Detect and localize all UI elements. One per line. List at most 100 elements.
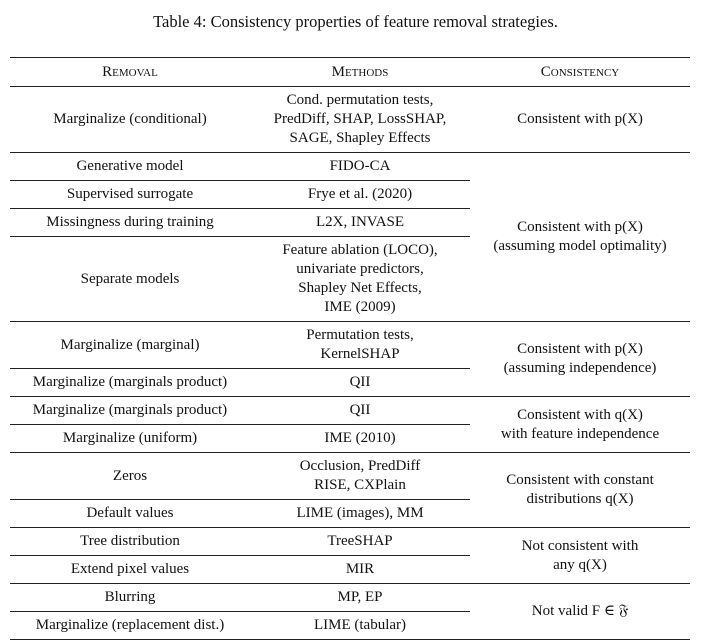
cell-line: KernelSHAP	[320, 346, 400, 362]
cell-line: Marginalize (marginals product)	[32, 402, 228, 418]
consistency-cell: Consistent with p(X)	[470, 86, 690, 153]
cell-line: Consistent with p(X)	[517, 219, 643, 235]
cell-line: IME (2009)	[324, 299, 396, 315]
cell-line: QII	[349, 374, 371, 390]
cell-line: Marginalize (marginal)	[60, 336, 200, 353]
methods-cell: Frye et al. (2020)	[250, 180, 470, 209]
cell-line: Supervised surrogate	[66, 186, 194, 202]
cell-line: SAGE, Shapley Effects	[289, 130, 431, 146]
cell-line: RISE, CXPlain	[314, 477, 406, 493]
cell-line: Zeros	[112, 467, 148, 484]
cell-line: MP, EP	[337, 589, 383, 605]
cell-line: Feature ablation (LOCO),	[282, 242, 438, 258]
column-header: Removal	[10, 57, 250, 87]
methods-cell: MIR	[250, 555, 470, 584]
cell-line: MIR	[345, 561, 375, 577]
cell-line: distributions q(X)	[526, 491, 634, 507]
cell-line: Consistent with p(X)	[517, 341, 643, 357]
removal-cell: Marginalize (marginals product)	[10, 396, 250, 425]
cell-line: Permutation tests,	[306, 327, 414, 343]
removal-cell: Tree distribution	[10, 527, 250, 556]
column-header: Consistency	[470, 57, 690, 87]
methods-cell: Feature ablation (LOCO), univariate predi…	[250, 236, 470, 322]
column-header: Methods	[250, 57, 470, 87]
table: Removal Methods Consistency Marginalize …	[10, 57, 690, 640]
cell-line: Consistent with constant	[506, 472, 654, 488]
table-row: Separate models Feature ablation (LOCO), u…	[10, 236, 690, 322]
table-row: Marginalize (marginals product) QII Consis…	[10, 396, 690, 453]
methods-cell: TreeSHAP	[250, 527, 470, 556]
table-row: Supervised surrogate Frye et al. (2020)	[10, 180, 690, 209]
cell-line: Cond. permutation tests,	[286, 92, 434, 108]
cell-line: Marginalize (replacement dist.)	[35, 617, 225, 633]
cell-line: Blurring	[104, 589, 156, 605]
removal-cell: Supervised surrogate	[10, 180, 250, 209]
cell-line: Consistent with p(X)	[517, 111, 643, 127]
table-row: Tree distribution TreeSHAP Not consistent …	[10, 527, 690, 584]
methods-cell: L2X, INVASE	[250, 208, 470, 237]
methods-cell: Permutation tests, KernelSHAP	[250, 321, 470, 369]
removal-cell: Marginalize (marginal)	[10, 321, 250, 369]
cell-line: Consistent with q(X)	[517, 406, 643, 423]
cell-line: LIME (tabular)	[313, 617, 407, 633]
table-row: Marginalize (marginal) Permutation tests,…	[10, 321, 690, 397]
methods-cell: MP, EP	[250, 583, 470, 612]
cell-line: Occlusion, PredDiff	[299, 458, 421, 474]
removal-cell: Missingness during training	[10, 208, 250, 237]
cell-line: L2X, INVASE	[315, 214, 405, 230]
removal-cell: Zeros	[10, 452, 250, 500]
methods-cell: QII	[250, 368, 470, 397]
cell-line: IME (2010)	[324, 430, 396, 446]
cell-line: PredDiff, SHAP, LossSHAP,	[273, 111, 447, 127]
methods-cell: Occlusion, PredDiff RISE, CXPlain	[250, 452, 470, 500]
cell-line: Generative model	[76, 158, 184, 174]
cell-line: Marginalize (conditional)	[53, 111, 207, 127]
cell-line: Separate models	[80, 270, 180, 287]
table-row: Marginalize (replacement dist.) LIME (tab…	[10, 611, 690, 640]
cell-line: Not consistent with	[521, 537, 639, 554]
consistency-cell: Consistent with constant distributions q(…	[470, 452, 690, 528]
cell-line: Not valid F ∈ 𝔉	[531, 603, 629, 619]
table-row: Marginalize (conditional) Cond. permutati…	[10, 86, 690, 153]
methods-cell: IME (2010)	[250, 424, 470, 453]
cell-line: Extend pixel values	[70, 561, 190, 577]
cell-line: Marginalize (uniform)	[62, 430, 198, 446]
consistency-cell: Not consistent with any q(X)	[470, 527, 690, 584]
removal-cell: Marginalize (replacement dist.)	[10, 611, 250, 640]
table-row: Marginalize (marginals product) QII	[10, 368, 690, 397]
consistency-cell: Consistent with p(X) (assuming independen…	[470, 321, 690, 397]
removal-cell: Marginalize (conditional)	[10, 86, 250, 153]
methods-cell: LIME (images), MM	[250, 499, 470, 528]
cell-line: any q(X)	[553, 556, 607, 573]
consistency-cell: Not valid F ∈ 𝔉	[470, 583, 690, 640]
table-row: Marginalize (uniform) IME (2010)	[10, 424, 690, 453]
table-row: Missingness during training L2X, INVASE	[10, 208, 690, 237]
consistency-cell: Consistent with p(X) (assuming model opti…	[470, 152, 690, 322]
cell-line: Shapley Net Effects,	[298, 280, 422, 296]
consistency-cell: Consistent with q(X) with feature indepen…	[470, 396, 690, 453]
methods-cell: LIME (tabular)	[250, 611, 470, 640]
methods-cell: Cond. permutation tests, PredDiff, SHAP, …	[250, 86, 470, 153]
table-row: Blurring MP, EP Not valid F ∈ 𝔉	[10, 583, 690, 640]
removal-cell: Separate models	[10, 236, 250, 322]
cell-line: Marginalize (marginals product)	[32, 374, 228, 390]
cell-line: univariate predictors,	[296, 261, 424, 277]
removal-cell: Default values	[10, 499, 250, 528]
cell-line: Tree distribution	[80, 533, 180, 549]
cell-line: FIDO-CA	[329, 158, 391, 174]
methods-cell: FIDO-CA	[250, 152, 470, 181]
removal-cell: Extend pixel values	[10, 555, 250, 584]
table-row: Default values LIME (images), MM	[10, 499, 690, 528]
table-row: Generative model FIDO-CA Consistent with p…	[10, 152, 690, 322]
table-row: Extend pixel values MIR	[10, 555, 690, 584]
cell-line: with feature independence	[500, 425, 660, 442]
table-body: Marginalize (conditional) Cond. permutati…	[10, 86, 690, 640]
methods-cell: QII	[250, 396, 470, 425]
removal-cell: Generative model	[10, 152, 250, 181]
cell-line: LIME (images), MM	[296, 505, 424, 521]
table-caption: Table 4: Consistency properties of featu…	[153, 12, 558, 31]
cell-line: Default values	[86, 505, 174, 521]
cell-line: (assuming independence)	[503, 360, 657, 376]
cell-line: Missingness during training	[46, 214, 214, 230]
cell-line: QII	[349, 402, 371, 418]
